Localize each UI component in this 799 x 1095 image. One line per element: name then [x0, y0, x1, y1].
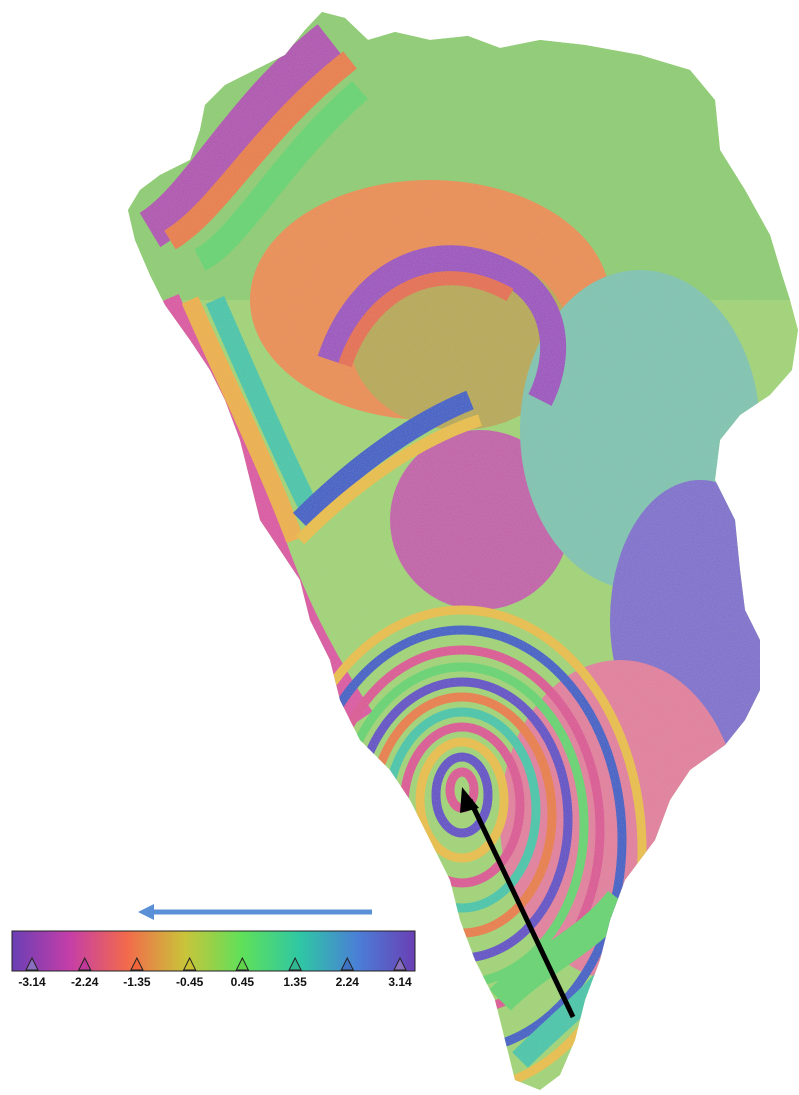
- colorbar-tick-marker: [182, 956, 197, 971]
- colorbar-tick-marker: [130, 956, 144, 971]
- direction-arrow: [138, 904, 372, 920]
- colorbar-tick-label: -2.24: [71, 975, 99, 989]
- colorbar: [11, 930, 416, 972]
- colorbar-tick-marker: [25, 956, 39, 971]
- colorbar-tick-marker: [393, 956, 407, 971]
- colorbar-ticks: [25, 956, 407, 971]
- colorbar-tick-label: -3.14: [18, 975, 46, 989]
- deformation-arrow: [460, 787, 576, 1019]
- colorbar-tick-label: 1.35: [283, 975, 307, 989]
- colorbar-tick-label: -0.45: [175, 975, 204, 989]
- colorbar-tick-marker: [288, 956, 302, 971]
- colorbar-gradient: [11, 930, 416, 972]
- colorbar-tick-label: 3.14: [388, 975, 412, 989]
- colorbar-tick-label: 0.45: [230, 975, 255, 989]
- colorbar-tick-marker: [235, 956, 250, 971]
- colorbar-tick-label: -1.35: [123, 975, 151, 989]
- colorbar-tick-marker: [77, 956, 92, 971]
- colorbar-tick-label: 2.24: [335, 975, 359, 989]
- colorbar-tick-marker: [340, 956, 355, 971]
